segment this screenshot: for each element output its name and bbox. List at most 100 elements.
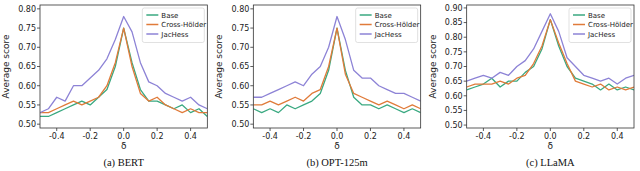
y-tick-label: 0.65 [232, 62, 250, 71]
legend-label: JacHess [160, 31, 188, 39]
y-tick [37, 8, 40, 9]
x-axis-label: δ [548, 141, 554, 151]
y-tick-label: 0.75 [18, 24, 36, 33]
plot-frame [40, 5, 207, 128]
y-tick-label: 0.50 [232, 120, 250, 129]
series-line [467, 14, 634, 84]
x-tick-label: -0.2 [509, 132, 525, 141]
legend-swatch [146, 24, 158, 26]
plot-lines [253, 17, 420, 113]
y-tick [250, 104, 253, 105]
y-tick [250, 85, 253, 86]
legend: BaseCross-Hölder JacHess [142, 8, 206, 43]
legend-swatch [146, 33, 158, 35]
y-tick-label: 0.65 [18, 62, 36, 71]
x-tick-label: 0.0 [331, 132, 344, 141]
y-tick [250, 124, 253, 125]
y-tick [250, 66, 253, 67]
x-tick [403, 128, 404, 131]
y-tick [464, 7, 467, 8]
y-tick-label: 0.55 [232, 101, 250, 110]
x-tick-label: 0.4 [611, 132, 624, 141]
caption: (a) BERT [103, 157, 144, 169]
y-tick [464, 95, 467, 96]
legend: BaseCross-Hölder JacHess [356, 8, 420, 43]
x-tick-label: 0.2 [364, 132, 377, 141]
x-tick [516, 128, 517, 131]
x-tick-label: -0.2 [296, 132, 312, 141]
panel: 0.500.550.600.650.700.750.80-0.4-0.20.00… [1, 5, 207, 169]
y-tick-label: 0.80 [18, 5, 36, 14]
legend-swatch [573, 24, 585, 26]
y-tick [464, 37, 467, 38]
legend-label: Cross-Hölder [375, 21, 420, 29]
legend-label: Base [375, 12, 392, 20]
series-line [467, 20, 634, 90]
y-tick-label: 0.55 [18, 101, 36, 110]
y-tick [250, 8, 253, 9]
legend-swatch [146, 14, 158, 16]
y-tick-label: 0.55 [445, 106, 463, 115]
x-tick [617, 128, 618, 131]
y-tick [464, 22, 467, 23]
y-tick [464, 51, 467, 52]
x-tick [56, 128, 57, 131]
plot-lines [467, 14, 634, 90]
x-tick [483, 128, 484, 131]
x-tick [583, 128, 584, 131]
legend-swatch [573, 14, 585, 16]
y-tick [464, 81, 467, 82]
legend-label: JacHess [374, 31, 402, 39]
x-tick [123, 128, 124, 131]
y-tick-label: 0.85 [445, 18, 463, 27]
x-tick [190, 128, 191, 131]
legend: BaseCross-HölderJacHess [569, 8, 633, 43]
y-tick-label: 0.80 [445, 33, 463, 42]
y-tick [464, 125, 467, 126]
legend-label: Cross-Hölder [588, 21, 633, 29]
legend-swatch [573, 33, 585, 35]
y-tick [37, 85, 40, 86]
x-tick-label: 0.4 [398, 132, 411, 141]
y-axis-label: Average score [428, 34, 438, 98]
x-tick-label: 0.2 [577, 132, 590, 141]
y-tick-label: 0.60 [232, 82, 250, 91]
figure: 0.50 0.55 0.60 0.65 0.70 0.75 0.80 -0.4 -0.2 0.0 0… [0, 0, 640, 171]
y-tick [464, 66, 467, 67]
y-tick-label: 0.60 [18, 82, 36, 91]
x-axis-label: δ [334, 141, 340, 151]
y-tick-label: 0.90 [445, 4, 463, 13]
y-axis-label: Average score [214, 34, 224, 98]
y-tick-label: 0.75 [445, 48, 463, 57]
x-tick-label: 0.0 [117, 132, 130, 141]
x-tick-label: -0.2 [82, 132, 98, 141]
y-tick-label: 0.50 [18, 120, 36, 129]
x-tick [90, 128, 91, 131]
y-tick-label: 0.75 [232, 24, 250, 33]
y-tick [250, 28, 253, 29]
legend-label: Cross-Hölder [161, 21, 206, 29]
y-tick [37, 47, 40, 48]
panel: 0.500.550.600.650.700.750.80-0.4-0.20.00… [214, 5, 420, 169]
plot-frame [253, 5, 420, 128]
y-tick [37, 66, 40, 67]
y-tick [37, 28, 40, 29]
x-tick-label: 0.0 [544, 132, 557, 141]
x-tick-label: 0.2 [151, 132, 164, 141]
x-tick-label: 0.4 [184, 132, 197, 141]
legend-swatch [360, 33, 372, 35]
y-tick-label: 0.65 [445, 77, 463, 86]
y-tick-label: 0.70 [232, 43, 250, 52]
caption: (c) LLaMA [526, 157, 575, 169]
x-tick [370, 128, 371, 131]
y-tick [250, 47, 253, 48]
plot-frame [467, 5, 634, 128]
legend-label: Base [161, 12, 178, 20]
legend-label: JacHess [587, 31, 615, 39]
y-tick [37, 124, 40, 125]
series-line [467, 20, 634, 90]
x-tick-label: -0.4 [49, 132, 65, 141]
plot-lines [40, 17, 207, 117]
x-tick-label: -0.4 [262, 132, 278, 141]
y-tick [464, 110, 467, 111]
